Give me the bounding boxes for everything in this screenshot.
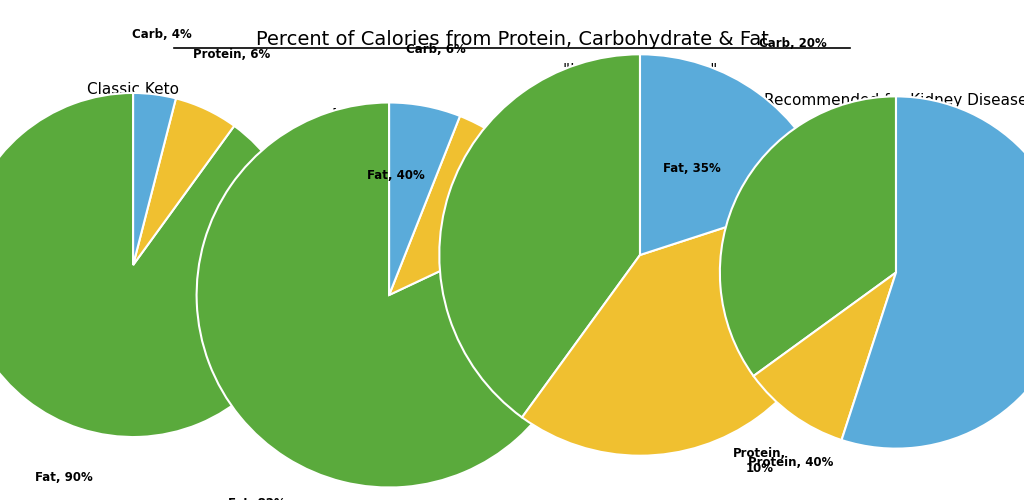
Text: Carb, 20%: Carb, 20% xyxy=(760,38,827,51)
Wedge shape xyxy=(389,116,563,295)
Text: Carb, 6%: Carb, 6% xyxy=(407,42,466,56)
Wedge shape xyxy=(133,93,176,265)
Wedge shape xyxy=(720,96,896,376)
Text: Fat, 82%: Fat, 82% xyxy=(228,496,286,500)
Wedge shape xyxy=(754,272,896,440)
Text: Modified Keto: Modified Keto xyxy=(332,108,436,122)
Text: Recommended for Kidney Disease: Recommended for Kidney Disease xyxy=(764,92,1024,108)
Wedge shape xyxy=(522,193,841,456)
Text: Protein, 12%: Protein, 12% xyxy=(518,106,603,119)
Text: Fat, 40%: Fat, 40% xyxy=(367,169,425,182)
Text: Protein,
10%: Protein, 10% xyxy=(733,446,785,474)
Text: Carb, 4%: Carb, 4% xyxy=(132,28,193,41)
Wedge shape xyxy=(197,102,582,488)
Wedge shape xyxy=(133,98,234,265)
Text: Classic Keto: Classic Keto xyxy=(87,82,179,98)
Wedge shape xyxy=(640,54,830,255)
Wedge shape xyxy=(0,93,305,437)
Wedge shape xyxy=(439,54,640,418)
Text: Percent of Calories from Protein, Carbohydrate & Fat: Percent of Calories from Protein, Carboh… xyxy=(256,30,768,49)
Text: Fat, 90%: Fat, 90% xyxy=(35,471,93,484)
Text: "Low Carbohydrate": "Low Carbohydrate" xyxy=(563,62,717,78)
Text: Protein, 40%: Protein, 40% xyxy=(749,456,834,469)
Text: Protein, 6%: Protein, 6% xyxy=(194,48,270,62)
Text: Fat, 35%: Fat, 35% xyxy=(664,162,721,175)
Wedge shape xyxy=(842,96,1024,448)
Wedge shape xyxy=(389,102,460,295)
